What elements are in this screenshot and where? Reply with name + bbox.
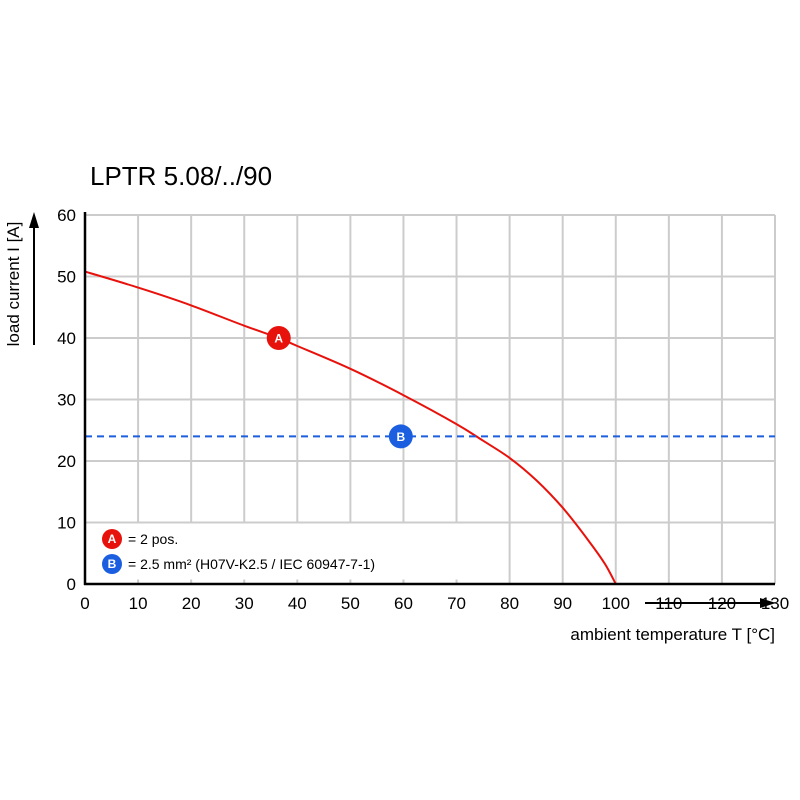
x-tick-label: 130: [761, 594, 789, 613]
x-tick-label: 30: [235, 594, 254, 613]
y-tick-label: 60: [57, 206, 76, 225]
x-tick-label: 110: [655, 594, 682, 613]
series-line-a: [84, 270, 617, 585]
x-tick-label: 0: [80, 594, 89, 613]
x-tick-label: 100: [602, 594, 630, 613]
x-tick-label: 50: [341, 594, 360, 613]
y-axis-label: load current I [A]: [4, 222, 23, 347]
x-tick-label: 90: [553, 594, 572, 613]
x-axis-label: ambient temperature T [°C]: [570, 625, 775, 644]
legend-text: = 2.5 mm² (H07V-K2.5 / IEC 60947-7-1): [128, 556, 375, 572]
x-tick-label: 70: [447, 594, 466, 613]
legend-marker-label: B: [108, 557, 117, 571]
y-tick-label: 40: [57, 329, 76, 348]
y-tick-label: 0: [67, 575, 76, 594]
curve-marker-b: [388, 424, 413, 449]
curves: [84, 270, 775, 585]
legend-marker-a: [102, 529, 122, 549]
legend-marker-b: [102, 554, 122, 574]
legend: A = 2 pos. B = 2.5 mm² (H07V-K2.5 / IEC 609…: [91, 523, 471, 580]
x-tick-label: 80: [500, 594, 519, 613]
legend-text: = 2 pos.: [128, 531, 178, 547]
y-tick-label: 20: [57, 452, 76, 471]
curve-marker-label: B: [396, 430, 405, 444]
axes: [29, 212, 776, 608]
tick-labels: 0 10 20 30 40 50 60 70 80 90 100 110 120 130 0 10 20 30 40…: [57, 206, 789, 613]
x-tick-label: 120: [708, 594, 736, 613]
legend-marker-label: A: [108, 532, 117, 546]
markers: AB: [266, 326, 413, 449]
x-tick-label: 40: [288, 594, 307, 613]
x-tick-label: 10: [129, 594, 148, 613]
curve-marker-a: [266, 326, 291, 350]
y-tick-label: 50: [57, 268, 76, 287]
x-tick-label: 60: [394, 594, 413, 613]
legend-box: [91, 523, 471, 580]
curve-marker-label: A: [274, 332, 283, 346]
y-axis-arrow-head: [29, 212, 39, 228]
grid: [84, 214, 776, 585]
chart-title: LPTR 5.08/../90: [90, 161, 272, 191]
y-tick-label: 30: [57, 391, 76, 410]
x-tick-label: 20: [182, 594, 201, 613]
x-axis-arrow-head: [760, 598, 776, 608]
y-tick-label: 10: [57, 514, 76, 533]
